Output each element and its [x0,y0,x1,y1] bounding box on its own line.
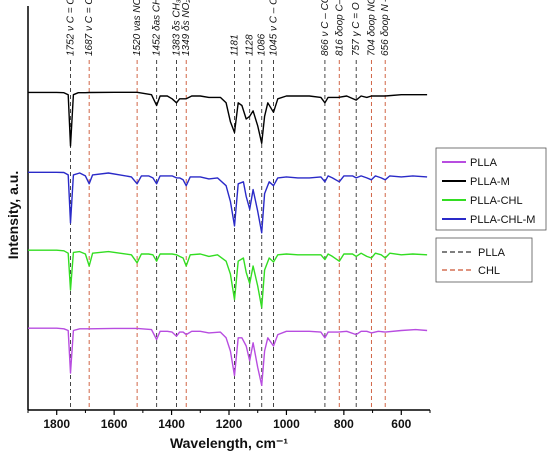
x-tick-label-600: 600 [391,417,411,431]
peak-label-group: 1752 ν C = O 1452 δas CH₃ 1383 δs CH₃ 1181 1… [65,0,391,56]
chl-peak-label-1520: 1520 νas NO₂ [132,0,143,56]
series-legend: PLLA PLLA-M PLLA-CHL PLLA-CHL-M [435,147,547,231]
chl-peak-label-656: 656 δoop N – H, δoop O – H [380,0,391,56]
x-tick-label-1600: 1600 [101,417,128,431]
x-tick-label-1800: 1800 [43,417,70,431]
x-ticks: 1800 1600 1400 1200 1000 800 600 [27,410,431,431]
legend-label-plla: PLLA [470,157,498,169]
chl-peak-label-1349: 1349 δs NO₂, δip N – H [181,0,192,56]
plla-peak-label-1181: 1181 [229,34,240,56]
line-legend-label-chl: CHL [478,265,500,277]
plla-peak-label-1752: 1752 ν C = O [65,0,76,56]
x-tick-label-800: 800 [334,417,354,431]
x-tick-label-1400: 1400 [158,417,185,431]
x-axis-title: Wavelength, cm⁻¹ [170,435,288,451]
y-axis-title: Intensity, a.u. [5,171,21,259]
x-tick-label-1200: 1200 [216,417,243,431]
x-tick-label-1000: 1000 [273,417,300,431]
line-legend: PLLA CHL [435,237,533,283]
chl-peak-label-1687: 1687 ν C = O [84,0,95,56]
legend-label-plla-chl: PLLA-CHL [470,195,523,207]
chl-peak-label-816: 816 δoop C–Har [334,0,345,56]
plla-peak-label-757: 757 γ C = O [351,2,362,56]
series-line-plla-m [28,91,428,147]
series-line-plla-chl-m [28,171,428,234]
peak-line-group [70,60,386,410]
line-legend-label-plla: PLLA [478,247,506,259]
series-line-plla-chl [28,249,428,309]
chl-peak-label-704: 704 δoop NO₂ [366,0,377,56]
plla-peak-label-1086: 1086 [257,33,268,56]
plla-peak-label-866: 866 ν C – COO [320,0,331,56]
plla-peak-label-1383: 1383 δs CH₃ [171,0,182,56]
plla-peak-label-1452: 1452 δas CH₃ [152,0,163,56]
plla-peak-label-1128: 1128 [245,34,256,56]
spectra-group [28,91,428,387]
legend-label-plla-m: PLLA-M [470,176,510,188]
line-legend-box [435,237,533,283]
legend-label-plla-chl-m: PLLA-CHL-M [470,214,535,226]
series-line-plla [28,327,428,387]
plla-peak-label-1045: 1045 ν C – CH₃ [269,0,280,56]
